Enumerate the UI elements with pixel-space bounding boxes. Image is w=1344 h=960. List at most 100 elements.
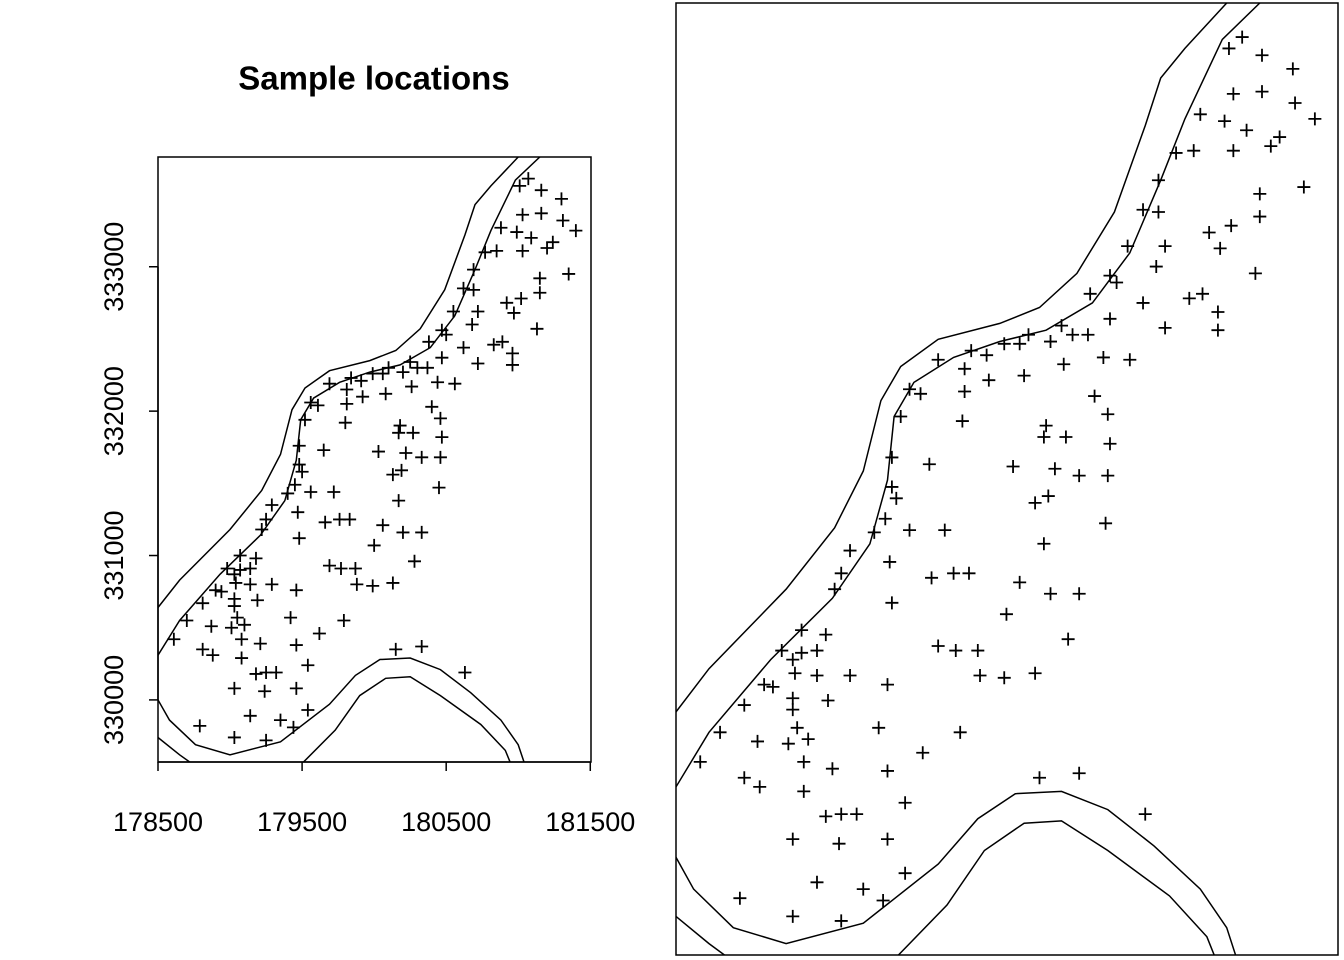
- plot-frame: [675, 2, 1339, 956]
- sample-point: [516, 208, 530, 222]
- sample-point: [1066, 328, 1080, 342]
- sample-point: [399, 446, 413, 460]
- sample-point: [292, 439, 306, 453]
- river-outline: [302, 676, 511, 762]
- sample-point: [456, 341, 470, 355]
- sample-point: [448, 377, 462, 391]
- sample-point: [371, 445, 385, 459]
- sample-point: [1061, 632, 1075, 646]
- sample-point: [243, 709, 257, 723]
- sample-point: [233, 563, 247, 577]
- sample-point: [289, 583, 303, 597]
- river-outline: [158, 657, 525, 762]
- sample-point: [510, 225, 524, 239]
- sample-point: [403, 355, 417, 369]
- river-outline: [676, 3, 1262, 789]
- sample-point: [1032, 771, 1046, 785]
- sample-point: [885, 596, 899, 610]
- sample-point: [478, 245, 492, 259]
- sample-point: [227, 599, 241, 613]
- sample-point: [435, 351, 449, 365]
- sample-point: [880, 764, 894, 778]
- sample-point: [1028, 496, 1042, 510]
- sample-point: [269, 665, 283, 679]
- sample-point: [258, 684, 272, 698]
- sample-point: [386, 576, 400, 590]
- sample-point: [396, 365, 410, 379]
- sample-point: [1297, 180, 1311, 194]
- sample-point: [971, 644, 985, 658]
- sample-point: [1218, 114, 1232, 128]
- sample-point: [964, 344, 978, 358]
- sample-point: [392, 426, 406, 440]
- sample-point: [534, 183, 548, 197]
- sample-point: [367, 538, 381, 552]
- sample-point: [407, 554, 421, 568]
- sample-point: [878, 512, 892, 526]
- sample-point: [958, 385, 972, 399]
- sample-point: [898, 796, 912, 810]
- sample-point: [1101, 469, 1115, 483]
- sample-point: [433, 411, 447, 425]
- sample-point: [1103, 312, 1117, 326]
- sample-point: [1193, 107, 1207, 121]
- sample-point: [292, 531, 306, 545]
- y-tick-label: 331000: [99, 510, 129, 600]
- sample-point: [446, 304, 460, 318]
- sample-point: [938, 523, 952, 537]
- sample-point: [521, 172, 535, 186]
- sample-point: [766, 680, 780, 694]
- sample-point: [1182, 291, 1196, 305]
- sample-point: [843, 669, 857, 683]
- sample-point: [338, 416, 352, 430]
- sample-point: [396, 525, 410, 539]
- sample-point: [1264, 139, 1278, 153]
- sample-point: [235, 651, 249, 665]
- sample-point: [1151, 205, 1165, 219]
- sample-point: [318, 515, 332, 529]
- sample-point: [962, 566, 976, 580]
- sample-point: [340, 382, 354, 396]
- sample-point: [1081, 328, 1095, 342]
- sample-point: [237, 618, 251, 632]
- sample-point: [311, 398, 325, 412]
- sample-point: [931, 639, 945, 653]
- sample-point: [1101, 407, 1115, 421]
- sample-point: [1021, 328, 1035, 342]
- sample-point: [795, 646, 809, 660]
- sample-point: [415, 525, 429, 539]
- sample-point: [530, 322, 544, 336]
- river-outline: [676, 3, 1228, 714]
- sample-point: [903, 382, 917, 396]
- sample-point: [467, 283, 481, 297]
- sample-point: [1013, 575, 1027, 589]
- sample-point: [425, 400, 439, 414]
- sample-point: [255, 523, 269, 537]
- sample-point: [379, 387, 393, 401]
- sample-point: [1255, 48, 1269, 62]
- sample-point: [1288, 96, 1302, 110]
- sample-point: [514, 292, 528, 306]
- sample-point: [834, 807, 848, 821]
- sample-point: [167, 632, 181, 646]
- sample-point: [1099, 516, 1113, 530]
- sample-point: [386, 468, 400, 482]
- sample-point: [958, 362, 972, 376]
- sample-point: [224, 621, 238, 635]
- sample-point: [1013, 337, 1027, 351]
- x-tick-label: 179500: [257, 807, 347, 837]
- sample-point: [569, 224, 583, 238]
- sample-point: [259, 512, 273, 526]
- sample-point: [250, 593, 264, 607]
- sample-point: [843, 544, 857, 558]
- sample-point: [356, 390, 370, 404]
- sample-point: [1222, 41, 1236, 55]
- sample-point: [931, 353, 945, 367]
- sample-point: [832, 837, 846, 851]
- sample-point: [819, 809, 833, 823]
- sample-point: [301, 658, 315, 672]
- sample-point: [406, 426, 420, 440]
- sample-point: [922, 457, 936, 471]
- sample-point: [997, 671, 1011, 685]
